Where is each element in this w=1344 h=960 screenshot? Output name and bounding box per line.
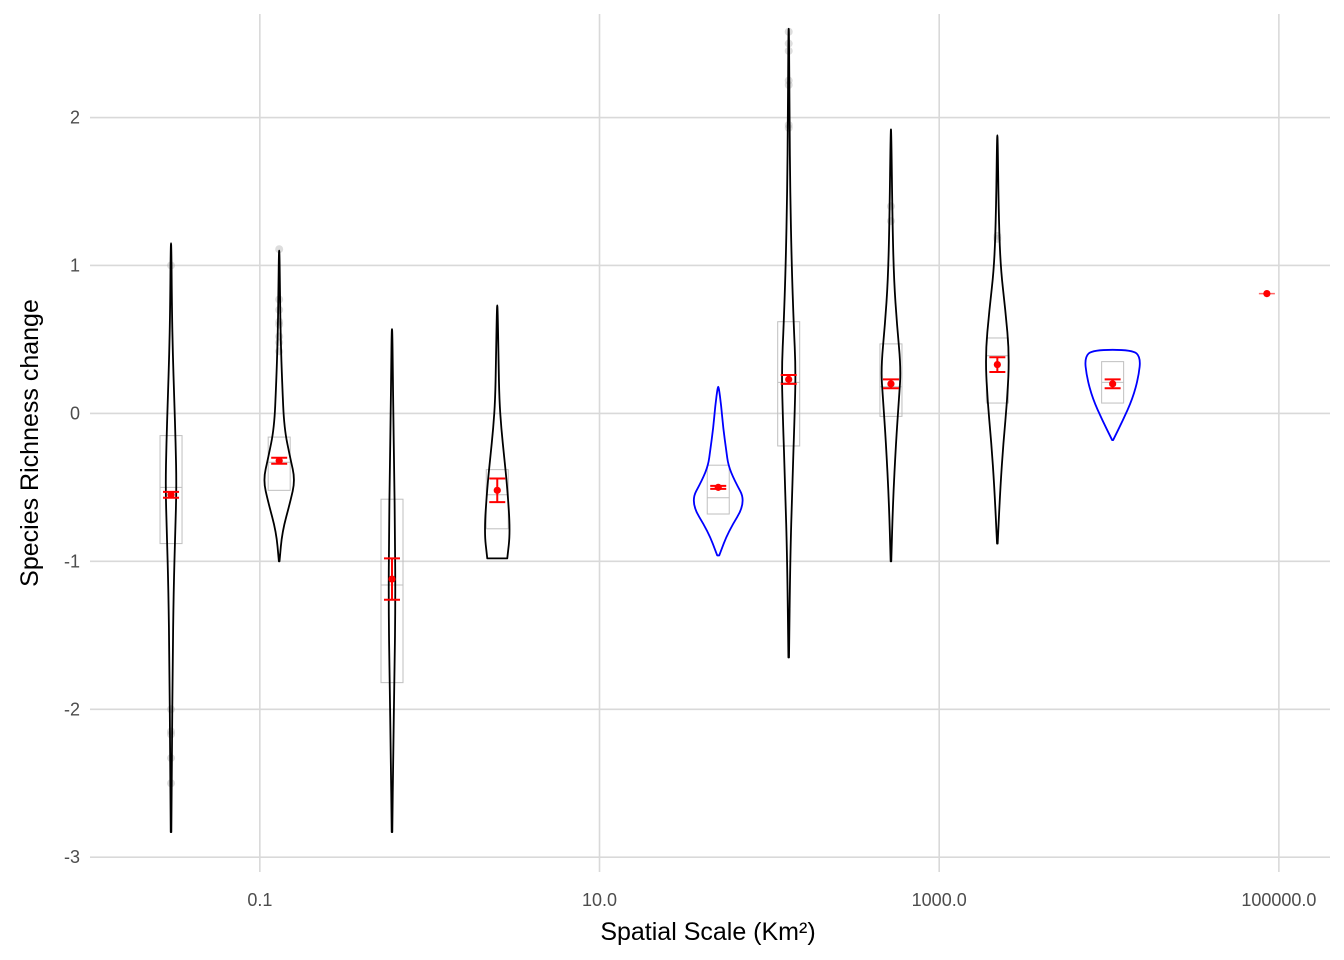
y-tick-label: 2 — [70, 108, 80, 128]
violin-shape — [692, 385, 744, 557]
mean-point — [167, 491, 175, 499]
x-tick-label: 100000.0 — [1241, 890, 1316, 910]
x-tick-label: 10.0 — [582, 890, 617, 910]
mean-point — [1263, 289, 1271, 298]
violin-shape — [484, 304, 511, 560]
boxplot-box — [267, 436, 291, 491]
violin-shape — [1084, 348, 1141, 441]
boxplot-box — [879, 343, 903, 417]
violin-shape — [880, 128, 902, 563]
outlier-point — [784, 123, 793, 132]
outlier-point — [275, 305, 284, 314]
violin-group — [1258, 289, 1275, 298]
outlier-point — [784, 120, 793, 129]
outlier-point — [275, 295, 284, 304]
violin-group — [777, 27, 801, 659]
violin-group — [879, 128, 903, 563]
violin-group — [692, 385, 744, 557]
violin-group — [1084, 348, 1141, 441]
boxplot-box — [706, 464, 730, 515]
violin-shape — [781, 27, 797, 659]
violin-shape — [263, 249, 295, 563]
violin-group — [263, 245, 295, 563]
outlier-point — [275, 245, 284, 254]
mean-point — [493, 486, 501, 494]
x-axis-ticks: 0.1 10.0 1000.0 100000.0 — [247, 890, 1316, 910]
x-axis-title: Spatial Scale (Km²) — [600, 918, 815, 946]
y-tick-label: -1 — [64, 551, 80, 571]
boxplot-box — [777, 321, 801, 447]
x-tick-label: 0.1 — [247, 890, 272, 910]
violin-group — [985, 134, 1010, 545]
mean-point — [1109, 380, 1117, 388]
y-axis-title: Species Richness change — [16, 299, 44, 587]
violin-group — [484, 304, 511, 560]
y-tick-label: 1 — [70, 255, 80, 275]
mean-point — [388, 575, 396, 583]
outlier-point — [886, 202, 895, 211]
mean-point — [993, 360, 1001, 369]
y-tick-label: -2 — [64, 699, 80, 719]
x-tick-label: 1000.0 — [912, 890, 967, 910]
outlier-point — [167, 730, 176, 739]
grid — [90, 14, 1330, 872]
mean-point — [275, 457, 283, 465]
violin-shape — [985, 134, 1010, 545]
boxplot-box — [159, 435, 183, 545]
mean-point — [785, 375, 793, 383]
y-tick-label: 0 — [70, 403, 80, 423]
violin-shape — [387, 328, 397, 833]
outlier-point — [167, 727, 176, 736]
violin-group — [159, 242, 183, 833]
mean-point — [714, 483, 722, 491]
y-tick-label: -3 — [64, 847, 80, 867]
violin-group — [380, 328, 404, 833]
violin-shape — [164, 242, 178, 833]
mean-point — [887, 380, 895, 388]
groups — [159, 27, 1275, 833]
outlier-point — [886, 217, 895, 226]
boxplot-box — [380, 498, 404, 684]
outlier-point — [275, 317, 284, 326]
y-axis-ticks: -3 -2 -1 0 1 2 — [64, 108, 80, 868]
outlier-point — [167, 705, 176, 714]
outlier-point — [275, 332, 284, 341]
